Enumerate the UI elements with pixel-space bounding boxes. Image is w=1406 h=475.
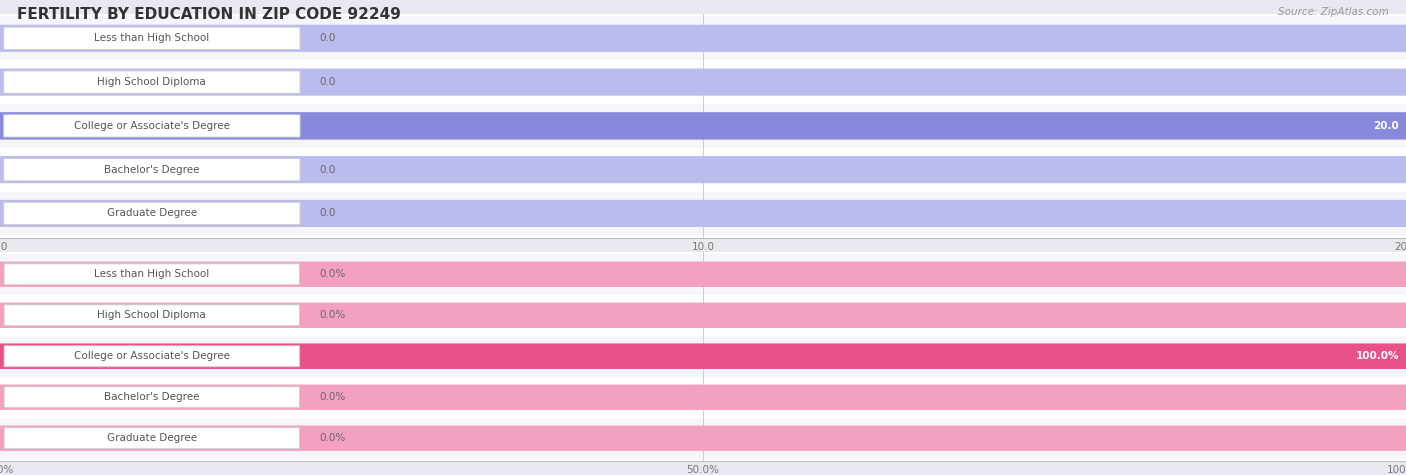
FancyBboxPatch shape [4,114,299,137]
Bar [0,191,1406,235]
FancyBboxPatch shape [0,68,1406,95]
FancyBboxPatch shape [0,200,1406,227]
FancyBboxPatch shape [0,112,1406,140]
FancyBboxPatch shape [0,262,1406,287]
Bar [0,295,1406,336]
FancyBboxPatch shape [4,202,299,225]
FancyBboxPatch shape [0,303,1406,328]
Text: Graduate Degree: Graduate Degree [107,433,197,443]
Text: 0.0%: 0.0% [319,310,346,320]
Text: 100.0%: 100.0% [1355,351,1399,361]
FancyBboxPatch shape [4,71,299,93]
Text: FERTILITY BY EDUCATION IN ZIP CODE 92249: FERTILITY BY EDUCATION IN ZIP CODE 92249 [17,7,401,22]
Bar [0,17,1406,60]
Text: 0.0: 0.0 [319,165,336,175]
Text: Bachelor's Degree: Bachelor's Degree [104,165,200,175]
Bar [0,60,1406,104]
Text: High School Diploma: High School Diploma [97,77,207,87]
Bar [0,336,1406,377]
FancyBboxPatch shape [4,346,299,367]
FancyBboxPatch shape [0,385,1406,410]
Text: 0.0: 0.0 [319,33,336,43]
Text: Graduate Degree: Graduate Degree [107,209,197,218]
Text: Bachelor's Degree: Bachelor's Degree [104,392,200,402]
FancyBboxPatch shape [4,27,299,49]
Bar [0,377,1406,418]
FancyBboxPatch shape [0,112,1406,140]
FancyBboxPatch shape [0,156,1406,183]
Text: 0.0: 0.0 [319,77,336,87]
Text: 0.0%: 0.0% [319,433,346,443]
FancyBboxPatch shape [4,264,299,285]
Text: College or Associate's Degree: College or Associate's Degree [75,121,229,131]
Text: High School Diploma: High School Diploma [97,310,207,320]
FancyBboxPatch shape [0,25,1406,52]
Bar [0,104,1406,148]
FancyBboxPatch shape [4,159,299,181]
Text: College or Associate's Degree: College or Associate's Degree [75,351,229,361]
Text: 0.0%: 0.0% [319,392,346,402]
Text: 0.0: 0.0 [319,209,336,218]
Bar [0,254,1406,295]
Text: Less than High School: Less than High School [94,269,209,279]
Bar [0,418,1406,459]
Bar [0,148,1406,191]
Text: Source: ZipAtlas.com: Source: ZipAtlas.com [1278,7,1389,17]
Text: 20.0: 20.0 [1374,121,1399,131]
FancyBboxPatch shape [4,387,299,408]
FancyBboxPatch shape [0,343,1406,369]
FancyBboxPatch shape [0,343,1406,369]
Text: Less than High School: Less than High School [94,33,209,43]
FancyBboxPatch shape [4,428,299,449]
Text: 0.0%: 0.0% [319,269,346,279]
FancyBboxPatch shape [4,305,299,326]
FancyBboxPatch shape [0,426,1406,451]
